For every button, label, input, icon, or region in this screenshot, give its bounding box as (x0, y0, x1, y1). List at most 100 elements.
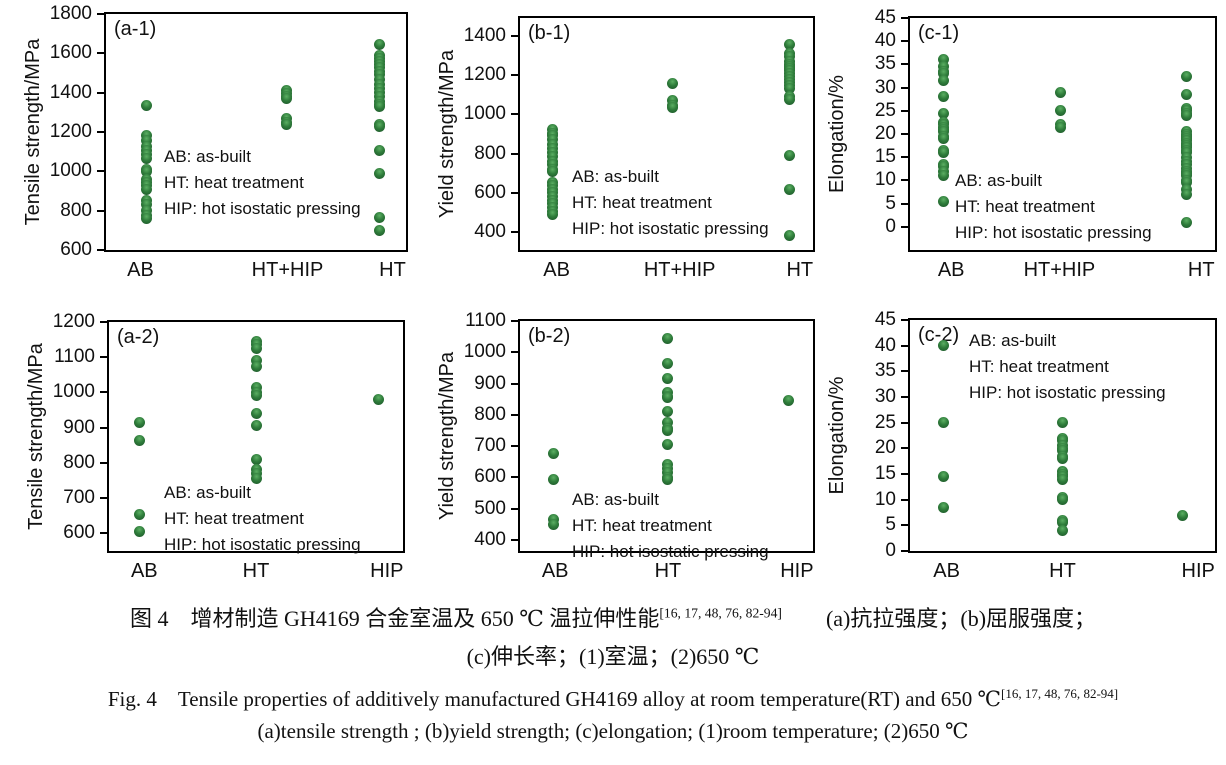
y-axis-tick (901, 63, 908, 66)
y-axis-tick (100, 461, 107, 464)
y-axis-title: Yield strength/MPa (436, 351, 458, 521)
y-axis-tick (511, 74, 518, 77)
legend-line: AB: as-built (572, 490, 659, 509)
data-point (938, 133, 950, 145)
data-point (373, 100, 385, 112)
data-point (280, 118, 292, 130)
plot-a-2: 600 700 800 900 1000 1100 1200 Tensile strength… (25, 311, 405, 582)
data-point (1057, 417, 1068, 429)
legend: AB: as-built HT: heat treatment HIP: hot i… (955, 168, 1152, 246)
data-point (546, 165, 558, 177)
caption-en-text: Fig. 4 Tensile properties of additively … (107, 687, 1002, 711)
data-point (938, 75, 950, 87)
data-point (938, 417, 950, 429)
data-point (938, 170, 950, 182)
y-tick-label: 1100 (465, 310, 506, 331)
legend: AB: as-built HT: heat treatment HIP: hot i… (572, 164, 769, 242)
y-tick-label: 1200 (49, 121, 92, 142)
y-axis-title: Yield strength/MPa (436, 49, 458, 219)
legend-line: HT: heat treatment (955, 197, 1095, 216)
x-category-label: HT (1049, 560, 1076, 582)
y-tick-label: 700 (63, 487, 95, 509)
data-point (662, 373, 674, 385)
data-point (784, 183, 796, 195)
y-axis-tick (511, 507, 518, 510)
y-axis-title: Tensile strength/MPa (22, 38, 44, 226)
y-axis-tick (511, 113, 518, 116)
y-tick-label: 1400 (463, 24, 506, 46)
y-axis-tick (100, 497, 107, 500)
x-category-label: HT (379, 259, 406, 281)
y-axis-tick (97, 170, 104, 173)
x-category-label: HT (786, 259, 814, 281)
legend-line: HT: heat treatment (572, 516, 712, 535)
caption-chinese-line2: (c)伸长率；(1)室温；(2)650 ℃ (466, 644, 760, 669)
x-category-label: HT (1187, 259, 1215, 281)
y-axis-tick (901, 86, 908, 89)
x-category-label: AB (130, 560, 158, 582)
x-category-label: AB (543, 259, 570, 281)
data-point (666, 101, 678, 113)
legend: AB: as-built HT: heat treatment HIP: hot i… (164, 480, 361, 558)
data-point (1057, 524, 1068, 536)
y-axis-tick (511, 191, 518, 194)
panel-label: (a-2) (117, 326, 160, 348)
y-axis-tick (901, 498, 908, 501)
y-axis-tick (97, 131, 104, 133)
y-tick-label: 1200 (463, 64, 506, 86)
legend-line: HT: heat treatment (164, 509, 304, 528)
y-axis-tick (511, 351, 518, 354)
y-tick-label: 20 (874, 123, 896, 144)
legend-line: AB: as-built (164, 483, 251, 502)
data-point (938, 107, 950, 119)
y-tick-label: 0 (885, 540, 896, 561)
y-tick-label: 0 (885, 215, 896, 237)
x-category-label: HT+HIP (1023, 259, 1096, 281)
y-tick-label: 1100 (54, 346, 95, 368)
data-point (373, 38, 385, 50)
y-axis-tick (901, 473, 908, 475)
data-point (373, 212, 385, 224)
legend-line: AB: as-built (955, 171, 1042, 190)
data-point (784, 229, 796, 241)
y-tick-label: 400 (474, 221, 506, 243)
data-point (134, 416, 146, 428)
y-tick-label: 5 (885, 514, 896, 536)
x-category-label: AB (933, 560, 960, 582)
x-category-label: HIP (1181, 560, 1215, 582)
data-point (662, 473, 674, 485)
y-axis-tick (901, 550, 908, 552)
legend-line: HT: heat treatment (969, 357, 1109, 376)
data-point (1055, 86, 1067, 98)
y-tick-label: 25 (874, 411, 896, 433)
y-tick-label: 400 (474, 529, 506, 551)
y-tick-label: 1600 (49, 42, 92, 64)
plot-c-2: 0 5 10 15 20 25 30 35 40 45 Elongation/% AB HT HIP (c-… (826, 309, 1217, 582)
data-point (141, 165, 152, 177)
data-point (372, 394, 384, 405)
data-point (1055, 105, 1067, 117)
y-axis-tick (901, 109, 908, 112)
y-axis-tick (100, 426, 107, 429)
y-axis-tick (511, 445, 518, 448)
data-point (280, 93, 292, 105)
y-axis-tick (901, 447, 908, 450)
data-point (134, 434, 146, 446)
y-tick-label: 800 (474, 142, 506, 164)
data-point (373, 120, 385, 132)
y-axis-tick (901, 524, 908, 527)
panel-label: (c-2) (918, 324, 960, 346)
y-tick-label: 600 (474, 181, 506, 203)
y-axis-tick (901, 396, 908, 398)
y-tick-label: 1000 (463, 103, 506, 125)
data-point (373, 224, 385, 236)
data-point (134, 526, 146, 538)
data-point (141, 183, 152, 195)
plot-b-1: 400 600 800 1000 1200 1400 Yield strength/MPa A… (436, 16, 815, 281)
x-category-label: AB (541, 560, 569, 582)
y-axis-tick (901, 225, 908, 228)
y-tick-label: 600 (474, 466, 506, 488)
x-category-label: HIP (780, 560, 814, 582)
data-point (784, 39, 796, 51)
y-axis-tick (511, 34, 518, 37)
